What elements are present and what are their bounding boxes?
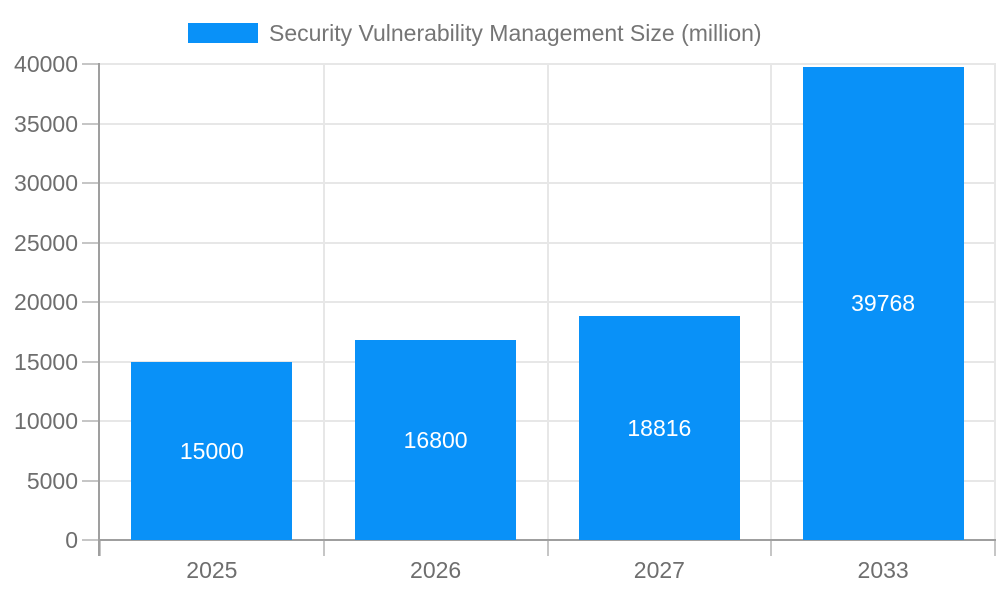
bar-value-label: 39768 xyxy=(851,290,916,317)
y-axis-line xyxy=(98,63,100,556)
v-gridline xyxy=(994,63,996,540)
x-tick-label: 2033 xyxy=(857,557,909,583)
bar xyxy=(355,340,517,540)
x-tick-label: 2027 xyxy=(633,557,685,583)
y-tick xyxy=(82,63,99,65)
bar xyxy=(802,66,964,540)
y-tick xyxy=(82,182,99,184)
y-tick-label: 40000 xyxy=(14,51,78,77)
y-tick-label: 25000 xyxy=(14,229,78,256)
y-tick-label: 10000 xyxy=(14,408,78,434)
y-tick-label: 35000 xyxy=(14,110,78,137)
y-tick xyxy=(82,539,99,541)
x-tick-label: 2025 xyxy=(186,557,238,583)
x-tick xyxy=(322,540,325,556)
y-tick-label: 15000 xyxy=(14,348,78,375)
legend-label: Security Vulnerability Management Size (… xyxy=(269,20,762,46)
y-tick xyxy=(82,420,99,422)
y-tick-label: 0 xyxy=(65,527,78,553)
x-tick xyxy=(546,540,549,556)
y-tick-label: 30000 xyxy=(14,170,78,196)
y-tick xyxy=(82,241,99,244)
v-gridline xyxy=(546,63,549,540)
x-axis-line xyxy=(98,539,996,541)
x-tick xyxy=(770,540,773,556)
y-tick-label: 5000 xyxy=(26,467,78,494)
bar-value-label: 15000 xyxy=(179,437,244,464)
bar xyxy=(578,316,740,540)
y-tick-label: 20000 xyxy=(14,289,78,315)
bar xyxy=(131,361,293,540)
legend-swatch xyxy=(188,23,258,43)
v-gridline xyxy=(770,63,773,540)
bar-value-label: 18816 xyxy=(627,415,692,442)
y-tick xyxy=(82,122,99,125)
bar-value-label: 16800 xyxy=(403,427,468,454)
x-tick xyxy=(99,540,101,556)
x-tick-label: 2026 xyxy=(410,557,462,583)
y-tick xyxy=(82,479,99,482)
v-gridline xyxy=(322,63,325,540)
x-tick xyxy=(994,540,996,556)
legend: Security Vulnerability Management Size (… xyxy=(188,20,762,46)
y-tick xyxy=(82,301,99,303)
y-tick xyxy=(82,360,99,363)
